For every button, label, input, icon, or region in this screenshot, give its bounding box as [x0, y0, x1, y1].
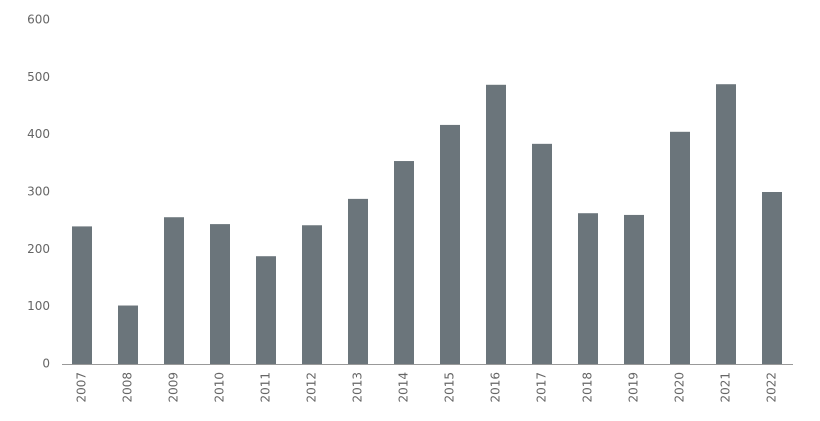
x-tick-label: 2014 [397, 372, 411, 403]
x-tick-label: 2015 [443, 372, 457, 403]
bar [256, 256, 276, 364]
bar [72, 226, 92, 364]
x-tick-label: 2020 [673, 372, 687, 403]
bar [394, 161, 414, 364]
x-tick-label: 2022 [765, 372, 779, 403]
y-tick-label: 600 [27, 13, 50, 27]
y-tick-label: 100 [27, 299, 50, 313]
x-tick-label: 2010 [213, 372, 227, 403]
x-tick-label: 2007 [75, 372, 89, 403]
y-tick-label: 400 [27, 127, 50, 141]
bar [578, 213, 598, 364]
x-tick-label: 2018 [581, 372, 595, 403]
x-tick-label: 2012 [305, 372, 319, 403]
bar [716, 84, 736, 365]
bar [762, 192, 782, 364]
x-tick-label: 2009 [167, 372, 181, 403]
bar [440, 124, 460, 364]
bar [348, 198, 368, 364]
bar [624, 214, 644, 364]
x-tick-label: 2019 [627, 372, 641, 403]
bar [532, 143, 552, 364]
bar [670, 131, 690, 364]
bar [302, 225, 322, 364]
x-tick-label: 2021 [719, 372, 733, 403]
x-tick-label: 2017 [535, 372, 549, 403]
y-tick-label: 500 [27, 70, 50, 84]
bar [486, 84, 506, 364]
x-tick-label: 2008 [121, 372, 135, 403]
x-tick-label: 2013 [351, 372, 365, 403]
y-tick-label: 0 [42, 357, 50, 371]
bar [118, 305, 138, 364]
bar [164, 217, 184, 364]
y-tick-label: 200 [27, 242, 50, 256]
x-tick-label: 2011 [259, 372, 273, 403]
y-tick-label: 300 [27, 185, 50, 199]
x-tick-label: 2016 [489, 372, 503, 403]
bar [210, 224, 230, 364]
